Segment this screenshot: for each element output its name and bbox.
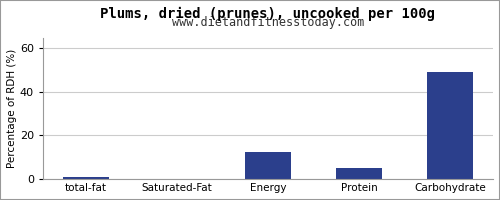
Text: www.dietandfitnesstoday.com: www.dietandfitnesstoday.com (172, 16, 364, 29)
Bar (336, 168, 382, 179)
Bar (64, 177, 109, 179)
Bar (245, 152, 290, 179)
Title: Plums, dried (prunes), uncooked per 100g: Plums, dried (prunes), uncooked per 100g (100, 7, 435, 21)
Bar (427, 72, 472, 179)
Y-axis label: Percentage of RDH (%): Percentage of RDH (%) (7, 49, 17, 168)
